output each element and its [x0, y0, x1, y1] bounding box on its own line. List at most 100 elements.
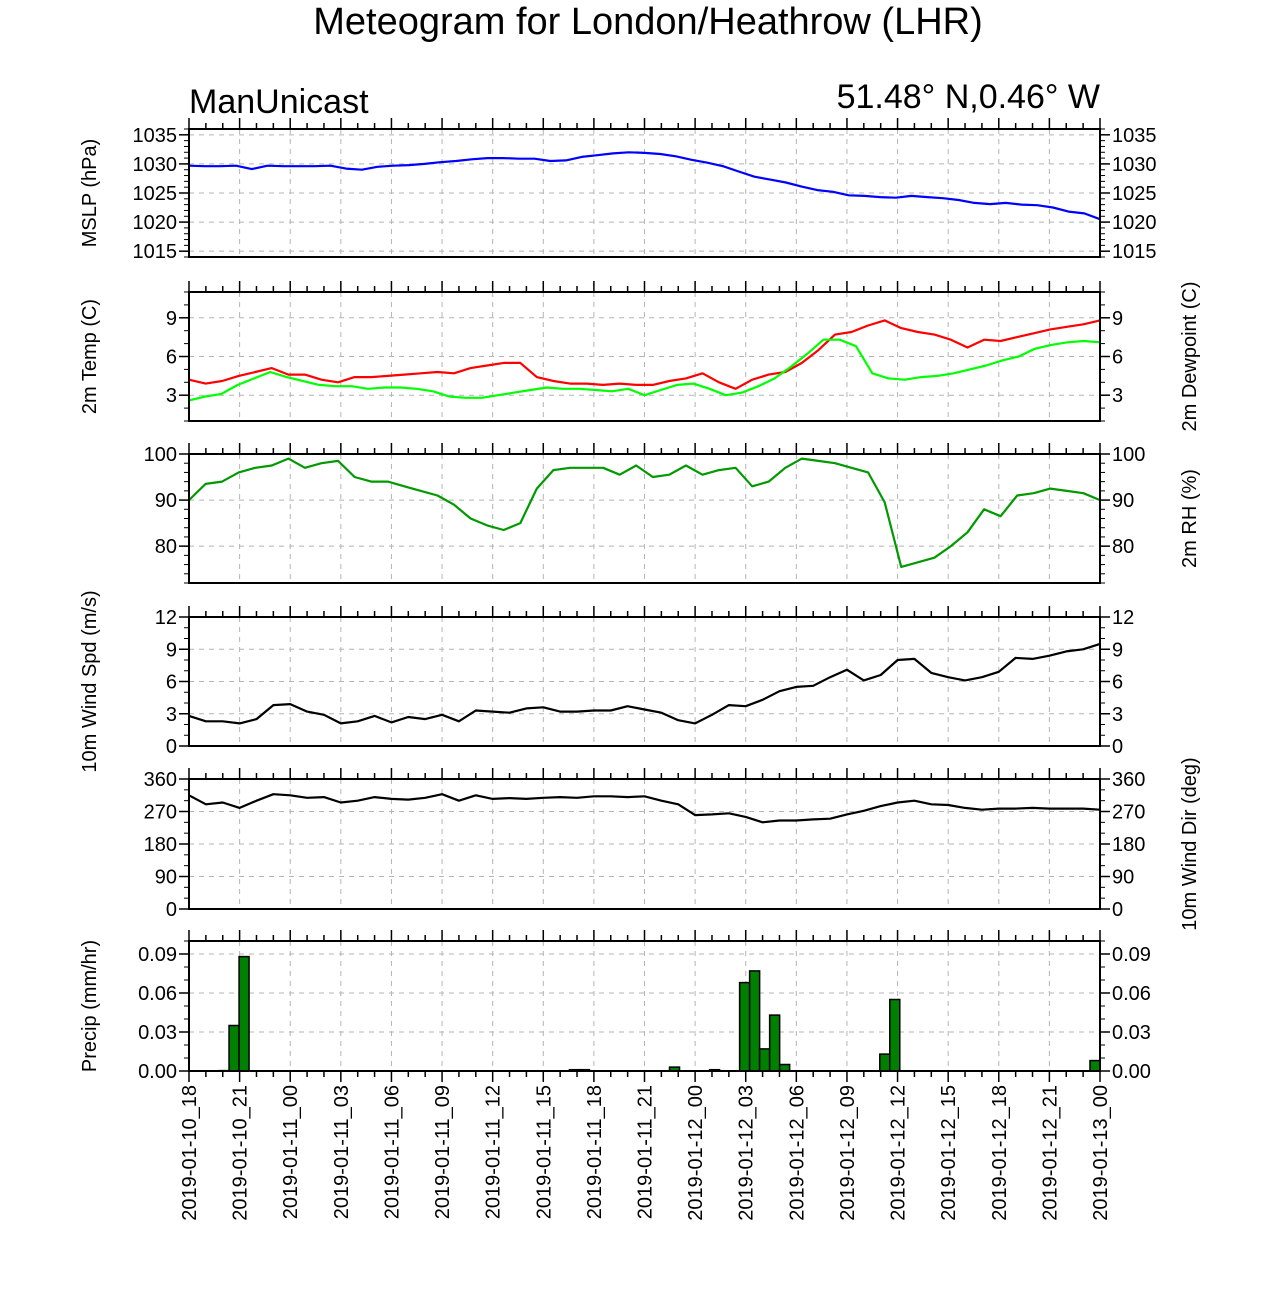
y-tick-label-left: 1025: [133, 183, 178, 205]
panel-rh: 80 80 90 90 100 100 2m RH (%): [144, 443, 1201, 584]
y-tick-label-left: 80: [155, 536, 177, 558]
y-tick-label-left: 100: [144, 444, 177, 466]
y-tick-label-left: 0.00: [138, 1061, 177, 1083]
series-line-wind_dir-0: [188, 793, 1101, 824]
x-tick-label: 2019-01-12_12: [888, 1085, 910, 1221]
y-tick-label-right: 90: [1112, 490, 1134, 512]
y-tick-label-right: 3: [1112, 704, 1123, 726]
x-tick-label: 2019-01-12_09: [837, 1085, 859, 1221]
x-tick-label: 2019-01-11_15: [533, 1085, 555, 1219]
y-tick-label-left: 0: [166, 736, 177, 758]
x-tick-label: 2019-01-11_03: [331, 1085, 353, 1219]
precip-bar: [748, 970, 761, 1072]
series-line-temp-1: [188, 338, 1101, 402]
x-tick-label: 2019-01-11_09: [432, 1085, 454, 1219]
y-tick-label-left: 90: [155, 867, 177, 889]
y-tick-label-right: 9: [1112, 308, 1123, 330]
panels-group: 1015 1015 1020 1020 1025 1025 1030 1030 1035 1035…: [79, 118, 1201, 1083]
precip-bar: [228, 1024, 240, 1072]
y-tick-label-right: 1030: [1112, 154, 1157, 176]
x-tick-label: 2019-01-13_00: [1090, 1085, 1112, 1221]
location-label: 51.48° N,0.46° W: [837, 78, 1100, 116]
y-tick-label-right: 270: [1112, 802, 1145, 824]
panel-mslp: 1015 1015 1020 1020 1025 1025 1030 1030 1035 1035…: [79, 118, 1157, 263]
x-tick-label: 2019-01-12_18: [989, 1085, 1011, 1221]
y-tick-label-right: 90: [1112, 867, 1134, 889]
y-tick-label-right: 1025: [1112, 183, 1157, 205]
y-tick-label-right: 6: [1112, 347, 1123, 369]
precip-bar: [738, 981, 751, 1072]
y-tick-label-left: 1020: [133, 212, 178, 234]
x-tick-label: 2019-01-10_18: [179, 1085, 201, 1221]
y-tick-label-left: 3: [166, 385, 177, 407]
y-tick-label-left: 1015: [133, 241, 178, 263]
chart-title: Meteogram for London/Heathrow (LHR): [313, 1, 983, 43]
x-axis: 2019-01-10_18 2019-01-10_21 2019-01-11_00 2…: [179, 1085, 1112, 1221]
panel-wind_dir: 0 0 90 90 180 180 270 270 360 360 10m Wind Dir (de…: [144, 757, 1201, 930]
x-tick-label: 2019-01-11_12: [483, 1085, 505, 1219]
y-tick-label-left: 3: [166, 704, 177, 726]
y-tick-label-right: 100: [1112, 444, 1145, 466]
series-line-rh-0: [188, 457, 1101, 569]
y-tick-label-left: 12: [155, 607, 177, 629]
panel-wind_speed: 0 0 3 3 6 6 9 9 12 12 10m Wind Spd (m/s): [79, 590, 1134, 772]
y-tick-label-left: 0: [166, 899, 177, 921]
y-tick-label-right: 0.00: [1112, 1061, 1151, 1083]
y-axis-label-left: Precip (mm/hr): [79, 940, 101, 1072]
y-axis-label-left: 2m Temp (C): [79, 299, 101, 414]
y-tick-label-right: 1035: [1112, 125, 1157, 147]
precip-bar: [238, 955, 250, 1072]
x-tick-label: 2019-01-12_06: [786, 1085, 808, 1221]
series-line-temp-0: [188, 319, 1101, 390]
y-tick-label-left: 9: [166, 308, 177, 330]
x-tick-label: 2019-01-11_21: [635, 1085, 657, 1219]
panel-temp: 3 3 6 6 9 9 2m Temp (C) 2m Dewpoint (C): [79, 281, 1201, 432]
y-tick-label-left: 1035: [133, 125, 178, 147]
panel-precip: 0.00 0.00 0.03 0.03 0.06 0.06 0.09 0.09 Precip (…: [79, 930, 1151, 1083]
y-axis-label-left: MSLP (hPa): [79, 139, 101, 248]
y-tick-label-right: 0: [1112, 899, 1123, 921]
precip-bar: [1089, 1059, 1101, 1072]
y-tick-label-right: 3: [1112, 385, 1123, 407]
y-tick-label-left: 0.03: [138, 1022, 177, 1044]
y-tick-label-right: 1015: [1112, 241, 1157, 263]
x-tick-label: 2019-01-12_15: [938, 1085, 960, 1221]
x-tick-label: 2019-01-10_21: [230, 1085, 252, 1221]
y-tick-label-right: 12: [1112, 607, 1134, 629]
x-tick-label: 2019-01-11_18: [584, 1085, 606, 1219]
y-tick-label-left: 90: [155, 490, 177, 512]
precip-bar: [768, 1014, 781, 1072]
y-tick-label-right: 80: [1112, 536, 1134, 558]
y-tick-label-right: 180: [1112, 834, 1145, 856]
y-tick-label-left: 9: [166, 639, 177, 661]
series-line-mslp-0: [188, 151, 1101, 221]
model-label: ManUnicast: [189, 83, 369, 121]
y-tick-label-left: 1030: [133, 154, 178, 176]
y-tick-label-right: 6: [1112, 672, 1123, 694]
y-tick-label-left: 0.09: [138, 944, 177, 966]
y-tick-label-right: 9: [1112, 639, 1123, 661]
precip-bar: [758, 1048, 771, 1072]
y-tick-label-right: 0.03: [1112, 1022, 1151, 1044]
x-tick-label: 2019-01-12_21: [1039, 1085, 1061, 1221]
x-tick-label: 2019-01-12_03: [736, 1085, 758, 1221]
y-axis-label-right: 2m RH (%): [1179, 469, 1201, 568]
y-tick-label-right: 0: [1112, 736, 1123, 758]
y-tick-label-right: 360: [1112, 769, 1145, 791]
y-tick-label-right: 1020: [1112, 212, 1157, 234]
y-tick-label-left: 360: [144, 769, 177, 791]
x-tick-label: 2019-01-11_00: [280, 1085, 302, 1219]
y-tick-label-left: 270: [144, 802, 177, 824]
y-tick-label-left: 0.06: [138, 983, 177, 1005]
precip-bar: [889, 998, 901, 1072]
y-axis-label-right: 10m Wind Dir (deg): [1179, 757, 1201, 930]
x-tick-label: 2019-01-11_06: [381, 1085, 403, 1219]
y-tick-label-left: 6: [166, 672, 177, 694]
series-line-wind_speed-0: [188, 642, 1101, 725]
y-tick-label-left: 6: [166, 347, 177, 369]
y-axis-label-left: 10m Wind Spd (m/s): [79, 590, 101, 772]
y-tick-label-right: 0.06: [1112, 983, 1151, 1005]
precip-bar: [879, 1053, 891, 1072]
y-axis-label-right: 2m Dewpoint (C): [1179, 281, 1201, 431]
